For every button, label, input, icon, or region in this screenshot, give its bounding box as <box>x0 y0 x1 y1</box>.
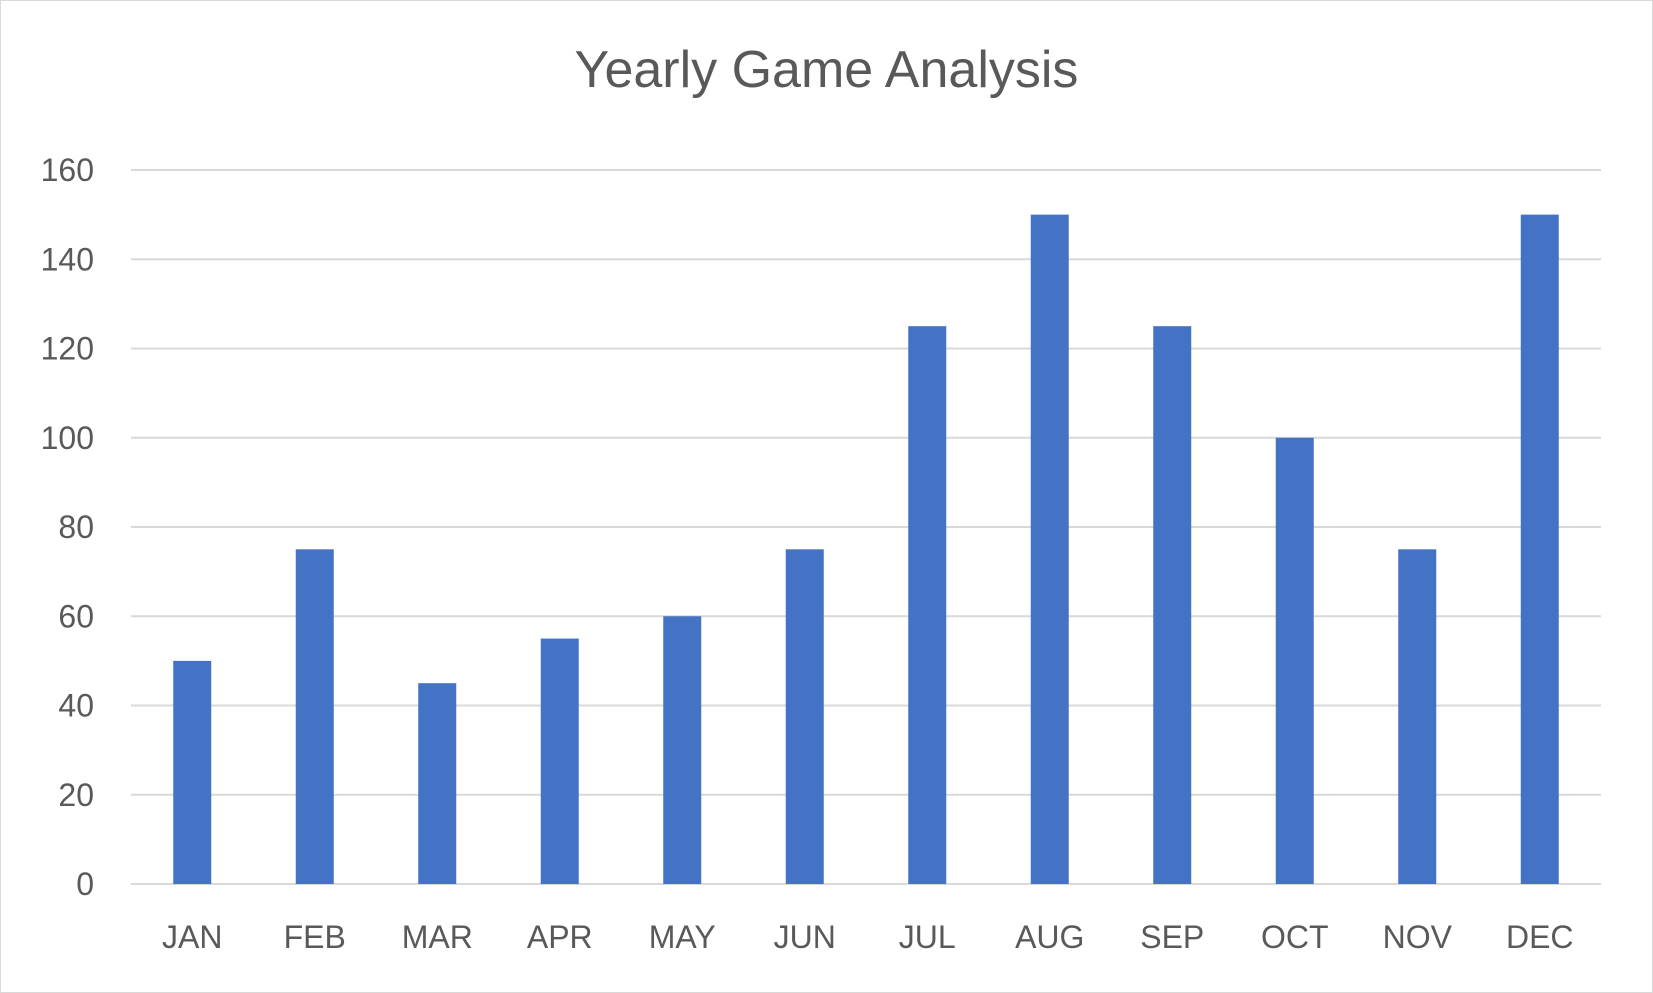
y-tick-label: 100 <box>41 420 94 456</box>
y-tick-label: 160 <box>41 152 94 188</box>
x-tick-label: APR <box>527 919 593 955</box>
y-tick-label: 60 <box>58 598 94 634</box>
gridlines <box>131 169 1601 885</box>
y-tick-label: 120 <box>41 331 94 367</box>
y-tick-label: 40 <box>58 688 94 724</box>
x-tick-label: OCT <box>1261 919 1329 955</box>
x-tick-label: NOV <box>1383 919 1453 955</box>
x-tick-label: AUG <box>1015 919 1084 955</box>
y-tick-label: 0 <box>76 866 94 902</box>
x-tick-label: MAY <box>649 919 716 955</box>
y-tick-label: 140 <box>41 241 94 277</box>
bar-sep <box>1153 326 1192 884</box>
bar-mar <box>418 683 457 884</box>
x-tick-label: JUN <box>774 919 836 955</box>
x-tick-label: JAN <box>162 919 222 955</box>
bar-jul <box>908 326 947 884</box>
bar-jun <box>785 549 824 884</box>
x-tick-label: FEB <box>284 919 346 955</box>
chart-title: Yearly Game Analysis <box>574 41 1079 99</box>
bar-may <box>663 616 702 884</box>
y-axis-ticks: 0 20 40 60 80 100 120 140 160 <box>41 152 94 902</box>
bar-dec <box>1520 214 1559 884</box>
x-tick-label: SEP <box>1140 919 1204 955</box>
bar-jan <box>173 660 212 884</box>
x-tick-label: MAR <box>402 919 473 955</box>
x-axis-ticks: JAN FEB MAR APR MAY JUN JUL AUG SEP OCT NOV DEC <box>162 919 1574 955</box>
y-tick-label: 80 <box>58 509 94 545</box>
y-tick-label: 20 <box>58 777 94 813</box>
bar-apr <box>540 638 579 884</box>
bar-feb <box>295 549 334 884</box>
bars <box>173 214 1559 884</box>
bar-nov <box>1398 549 1437 884</box>
x-tick-label: JUL <box>899 919 956 955</box>
bar-oct <box>1275 437 1314 884</box>
bar-aug <box>1030 214 1069 884</box>
x-tick-label: DEC <box>1506 919 1574 955</box>
